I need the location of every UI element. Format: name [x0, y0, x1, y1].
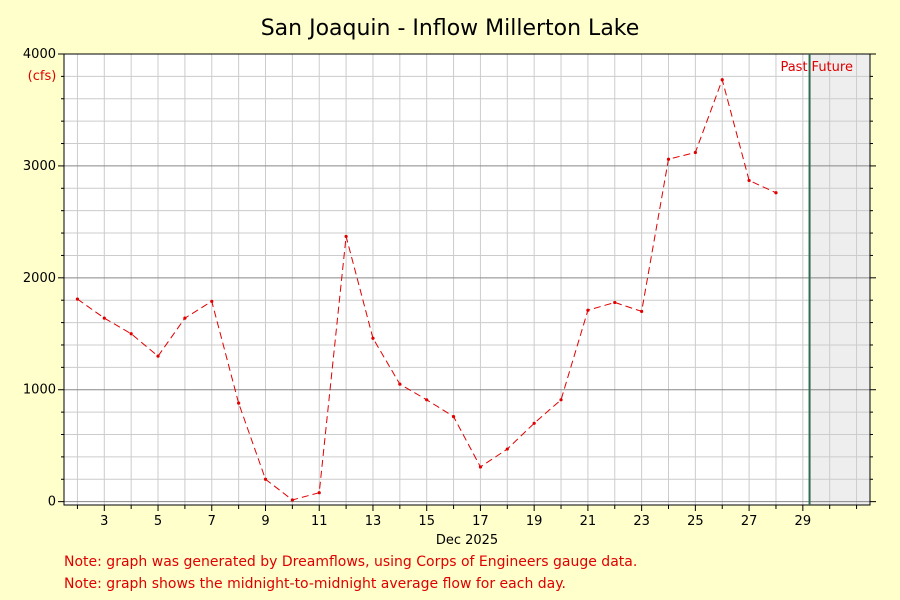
- x-tick-label: 29: [795, 514, 812, 529]
- data-point: [478, 465, 483, 469]
- data-point: [290, 498, 294, 502]
- data-point: [75, 297, 80, 301]
- data-point: [451, 414, 456, 419]
- data-point: [720, 78, 724, 82]
- future-label: Future: [812, 60, 853, 75]
- data-point: [263, 477, 268, 481]
- data-point: [102, 316, 106, 320]
- data-point: [425, 398, 429, 402]
- data-point: [344, 234, 348, 239]
- y-tick-label: 2000: [23, 271, 56, 286]
- data-point: [317, 491, 321, 495]
- data-point: [398, 382, 402, 386]
- plot-area: 3 5 7 9 11 13 15 17 19 21 23 25 27 29 0 1000 2000 3000 400…: [23, 47, 876, 529]
- x-tick-label: 23: [633, 514, 650, 529]
- x-tick-label: 5: [154, 514, 162, 529]
- x-axis-label: Dec 2025: [436, 533, 498, 548]
- note-source: Note: graph was generated by Dreamflows,…: [64, 554, 638, 570]
- x-tick-label: 27: [741, 514, 758, 529]
- future-region: [809, 54, 870, 505]
- data-point: [640, 309, 644, 313]
- y-tick-label: 3000: [23, 159, 56, 174]
- y-tick-label: 1000: [23, 383, 56, 398]
- data-point: [156, 354, 160, 358]
- data-point: [210, 299, 214, 303]
- data-point: [237, 401, 241, 405]
- y-tick-label: 0: [48, 495, 56, 510]
- plot-frame: [63, 53, 871, 506]
- y-unit-label: (cfs): [28, 69, 57, 84]
- x-tick-label: 19: [526, 514, 543, 529]
- x-tick-label: 13: [365, 514, 382, 529]
- x-tick-label: 17: [472, 514, 489, 529]
- data-point: [532, 421, 536, 425]
- data-point: [371, 336, 375, 340]
- y-tick-label: 4000: [23, 47, 56, 62]
- chart-title: San Joaquin - Inflow Millerton Lake: [261, 16, 640, 41]
- data-point: [183, 316, 187, 320]
- note-average: Note: graph shows the midnight-to-midnig…: [64, 576, 566, 592]
- data-point: [129, 332, 133, 336]
- data-point: [693, 150, 697, 155]
- data-point: [666, 157, 671, 161]
- data-point: [747, 178, 751, 183]
- data-point: [586, 308, 590, 312]
- x-tick-label: 15: [418, 514, 435, 529]
- x-tick-label: 25: [687, 514, 704, 529]
- plot-background: [64, 54, 870, 505]
- x-tick-label: 11: [311, 514, 328, 529]
- data-point: [505, 447, 509, 451]
- x-tick-label: 9: [261, 514, 269, 529]
- x-tick-label: 21: [580, 514, 597, 529]
- data-point: [774, 191, 778, 195]
- x-tick-label: 7: [208, 514, 216, 529]
- past-label: Past: [780, 60, 807, 75]
- data-point: [559, 398, 563, 402]
- x-tick-label: 3: [100, 514, 108, 529]
- data-point: [613, 300, 617, 305]
